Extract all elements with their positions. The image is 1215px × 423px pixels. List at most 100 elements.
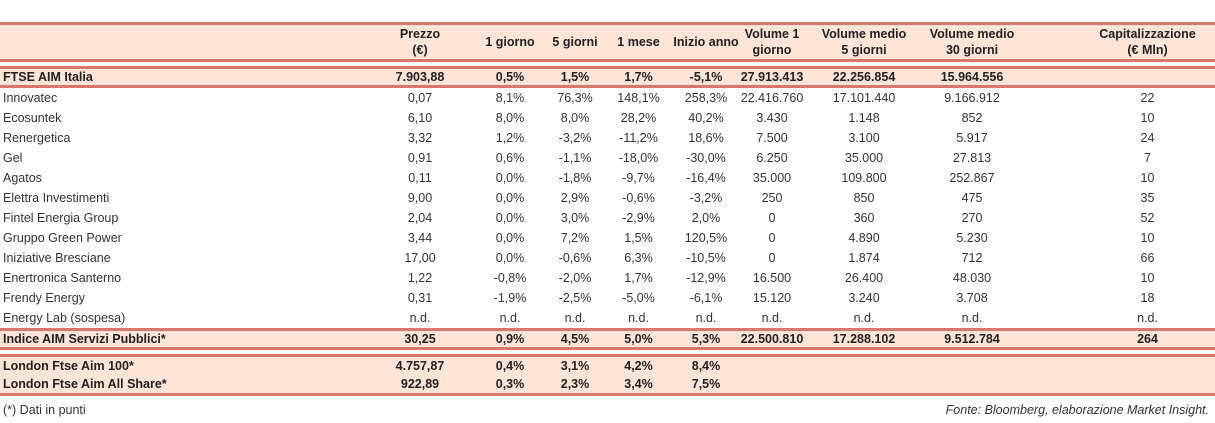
month1-cell: -18,0% [618, 151, 659, 165]
price-cell: 4.757,87 [395, 358, 445, 373]
name-cell: Frendy Energy [3, 291, 85, 305]
day5-cell: 1,5% [560, 70, 590, 84]
avgvol30-cell: 9.512.784 [944, 332, 1000, 346]
month1-cell: 5,0% [624, 332, 653, 346]
avgvol5-cell: 22.256.854 [832, 70, 896, 84]
avgvol30-cell: 852 [961, 111, 983, 125]
avgvol5-cell: Volume medio 5 giorni [821, 26, 907, 57]
volume1-cell: 16.500 [752, 271, 792, 285]
avgvol5-cell: 17.288.102 [832, 332, 896, 346]
table-row: Renergetica 3,32 1,2% -3,2% -11,2% 18,6% 7.500… [0, 128, 1215, 148]
month1-cell: 1,7% [624, 70, 653, 84]
volume1-cell: 0 [768, 211, 776, 225]
ytd-cell: 258,3% [684, 91, 728, 105]
avgvol5-cell: 4.890 [848, 231, 880, 245]
cap-cell: 22 [1140, 91, 1155, 105]
price-cell: 6,10 [407, 111, 433, 125]
avgvol5-cell: 26.400 [844, 271, 884, 285]
volume1-cell: 6.250 [756, 151, 788, 165]
month1-cell: -2,9% [622, 211, 655, 225]
price-cell: 922,89 [400, 376, 440, 391]
ytd-cell: -10,5% [686, 251, 726, 265]
day5-cell: 3,0% [560, 211, 590, 225]
month1-cell: -0,6% [622, 191, 655, 205]
day5-cell: 4,5% [560, 332, 590, 346]
avgvol30-cell: 252.867 [949, 171, 995, 185]
day1-cell: 1 giorno [485, 34, 535, 49]
cap-cell: 18 [1140, 291, 1155, 305]
day5-cell: 76,3% [557, 91, 593, 105]
avgvol30-cell: 9.166.912 [944, 91, 1000, 105]
month1-cell: 4,2% [624, 358, 653, 373]
ytd-cell: 8,4% [691, 358, 721, 373]
price-cell: 17,00 [404, 251, 436, 265]
ytd-cell: -16,4% [686, 171, 726, 185]
day5-cell: -0,6% [558, 251, 592, 265]
avgvol30-cell: 475 [961, 191, 983, 205]
day5-cell: 3,1% [560, 358, 590, 373]
price-cell: 0,11 [408, 171, 432, 185]
name-cell: Energy Lab (sospesa) [3, 311, 126, 325]
month1-cell: 1 mese [617, 34, 660, 49]
name-cell: Elettra Investimenti [3, 191, 110, 205]
avgvol30-cell: 712 [961, 251, 983, 265]
name-cell: Gruppo Green Power [3, 231, 122, 245]
volume1-cell: 0 [768, 231, 776, 245]
day5-cell: -1,8% [558, 171, 592, 185]
ytd-cell: 18,6% [688, 131, 724, 145]
avgvol30-cell: 48.030 [952, 271, 992, 285]
footnote: (*) Dati in punti [3, 403, 86, 417]
month1-cell: 1,7% [624, 271, 653, 285]
month1-cell: -11,2% [619, 131, 658, 145]
price-cell: 0,91 [407, 151, 433, 165]
table-row: Enertronica Santerno 1,22 -0,8% -2,0% 1,7% -1… [0, 268, 1215, 288]
name-cell: FTSE AIM Italia [3, 70, 93, 84]
name-cell: Fintel Energia Group [3, 211, 119, 225]
month1-cell: 6,3% [624, 251, 653, 265]
ytd-cell: -12,9% [686, 271, 726, 285]
name-cell: Innovatec [3, 91, 58, 105]
avgvol30-cell: 270 [961, 211, 983, 225]
volume1-cell: 7.500 [756, 131, 788, 145]
table-row: Agatos 0,11 0,0% -1,8% -9,7% -16,4% 35.000 109.… [0, 168, 1215, 188]
avgvol30-cell: 5.230 [956, 231, 988, 245]
day1-cell: -0,8% [493, 271, 527, 285]
day5-cell: 7,2% [560, 231, 590, 245]
cap-cell: n.d. [1137, 311, 1158, 325]
day5-cell: -1,1% [558, 151, 592, 165]
month1-cell: 1,5% [624, 231, 653, 245]
table-row: Ecosuntek 6,10 8,0% 8,0% 28,2% 40,2% 3.430 1.14… [0, 108, 1215, 128]
avgvol30-cell: 15.964.556 [940, 70, 1004, 84]
day5-cell: 8,0% [560, 111, 590, 125]
cap-cell: 24 [1140, 131, 1155, 145]
cap-cell: 35 [1140, 191, 1155, 205]
avgvol5-cell: 3.100 [848, 131, 880, 145]
cap-cell: 10 [1140, 231, 1155, 245]
day1-cell: 0,4% [495, 358, 525, 373]
month1-cell: 28,2% [620, 111, 657, 125]
avgvol5-cell: 1.874 [848, 251, 880, 265]
day5-cell: 2,9% [560, 191, 590, 205]
table-row: Fintel Energia Group 2,04 0,0% 3,0% -2,9% 2,0… [0, 208, 1215, 228]
price-cell: 2,04 [407, 211, 433, 225]
volume1-cell: 250 [761, 191, 783, 205]
ytd-cell: 40,2% [688, 111, 724, 125]
cap-cell: 52 [1140, 211, 1155, 225]
name-cell: Indice AIM Servizi Pubblici* [3, 332, 166, 346]
ytd-cell: 7,5% [691, 376, 721, 391]
london-row: London Ftse Aim All Share* 922,89 0,3% 2,3%… [0, 374, 1215, 396]
name-cell: Renergetica [3, 131, 71, 145]
name-cell: London Ftse Aim All Share* [3, 376, 167, 391]
day5-cell: n.d. [564, 311, 586, 325]
cap-cell: 10 [1140, 171, 1155, 185]
table-row: Energy Lab (sospesa) n.d. n.d. n.d. n.d. n.d.… [0, 308, 1215, 328]
price-cell: Prezzo (€) [399, 26, 441, 57]
day1-cell: 8,0% [495, 111, 525, 125]
cap-cell: Capitalizzazione (€ Mln) [1099, 26, 1196, 57]
day5-cell: -2,5% [558, 291, 592, 305]
avgvol5-cell: 35.000 [844, 151, 884, 165]
day1-cell: 0,3% [495, 376, 525, 391]
month1-cell: -9,7% [622, 171, 655, 185]
price-cell: 3,44 [407, 231, 433, 245]
table-row: Iniziative Bresciane 17,00 0,0% -0,6% 6,3% -1… [0, 248, 1215, 268]
